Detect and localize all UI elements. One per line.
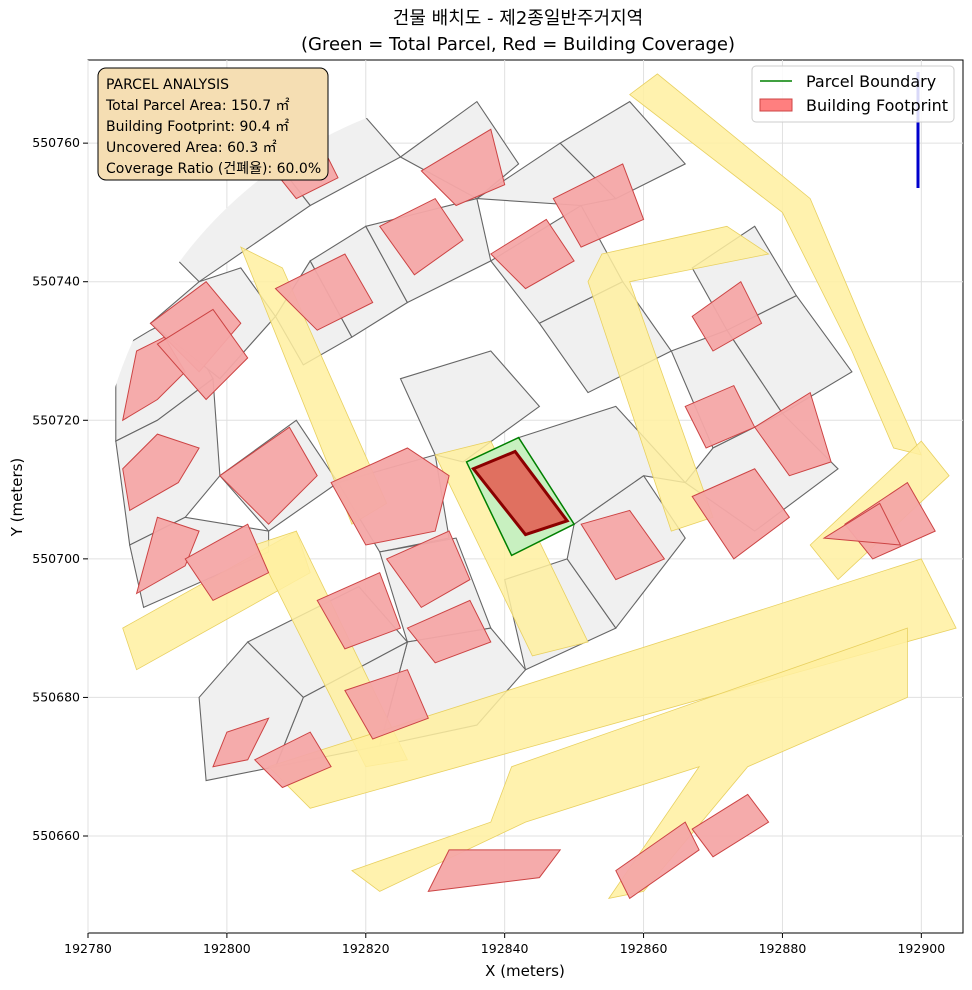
target-building (470, 449, 570, 537)
building-footprint (420, 128, 506, 207)
building-footprint (615, 821, 700, 900)
x-tick-label: 192780 (64, 941, 112, 956)
plot-area (87, 59, 964, 934)
info-total-area: Total Parcel Area: 150.7 ㎡ (105, 98, 290, 114)
building-footprint (156, 308, 249, 401)
info-heading: PARCEL ANALYSIS (106, 77, 229, 93)
legend: Parcel Boundary Building Footprint (751, 65, 955, 123)
building-footprint (219, 426, 318, 525)
building-footprint (691, 468, 791, 560)
building-footprint (753, 391, 832, 477)
building-layer (121, 128, 936, 900)
building-footprint (490, 218, 575, 290)
info-uncovered-area: Uncovered Area: 60.3 ㎡ (106, 140, 277, 156)
parcel-polygon (399, 350, 541, 463)
x-tick-label: 192880 (759, 941, 807, 956)
building-footprint (385, 530, 471, 609)
building-footprint (691, 280, 763, 352)
building-footprint (427, 849, 562, 893)
legend-building-label: Building Footprint (806, 96, 948, 115)
parcel-analysis-box: PARCEL ANALYSIS Total Parcel Area: 150.7… (97, 67, 329, 181)
x-tick-label: 192840 (481, 941, 529, 956)
x-tick-label: 192800 (203, 941, 251, 956)
x-axis-label: X (meters) (485, 962, 565, 980)
road-polygon (267, 558, 957, 809)
road-polygon (587, 225, 770, 532)
y-axis-ticks: 550660 550680 550700 550720 550740 550760 (32, 135, 88, 843)
legend-building-swatch (759, 98, 793, 112)
building-footprint (316, 572, 402, 650)
building-footprint (822, 502, 902, 546)
building-footprint (378, 197, 464, 276)
y-tick-label: 550660 (32, 828, 80, 843)
building-footprint (691, 793, 770, 858)
map-title-line2: (Green = Total Parcel, Red = Building Co… (301, 34, 735, 55)
building-footprint (212, 717, 270, 768)
building-footprint (274, 253, 374, 331)
x-tick-label: 192860 (620, 941, 668, 956)
building-footprint (684, 384, 756, 449)
legend-parcel-label: Parcel Boundary (806, 72, 936, 91)
info-coverage-ratio: Coverage Ratio (건폐율): 60.0% (106, 161, 321, 177)
x-tick-label: 192900 (897, 941, 945, 956)
info-building-footprint: Building Footprint: 90.4 ㎡ (106, 119, 289, 135)
building-footprint (184, 523, 270, 602)
building-footprint (406, 599, 492, 664)
building-footprint (122, 433, 200, 512)
map-title-line1: 건물 배치도 - 제2종일반주거지역 (393, 8, 643, 29)
building-footprint (330, 447, 450, 546)
x-tick-label: 192820 (342, 941, 390, 956)
y-tick-label: 550720 (32, 412, 80, 427)
x-axis-ticks: 192780 192800 192820 192840 192860 192880 1929… (64, 933, 945, 956)
building-footprint (253, 731, 332, 789)
building-footprint (135, 516, 200, 595)
y-tick-label: 550760 (32, 135, 80, 150)
building-footprint (552, 163, 645, 248)
building-footprint (344, 669, 429, 740)
building-footprint (580, 509, 666, 581)
y-tick-label: 550680 (32, 689, 80, 704)
target-layer (465, 436, 576, 557)
y-tick-label: 550740 (32, 274, 80, 289)
y-tick-label: 550700 (32, 551, 80, 566)
y-axis-label: Y (meters) (8, 458, 26, 538)
